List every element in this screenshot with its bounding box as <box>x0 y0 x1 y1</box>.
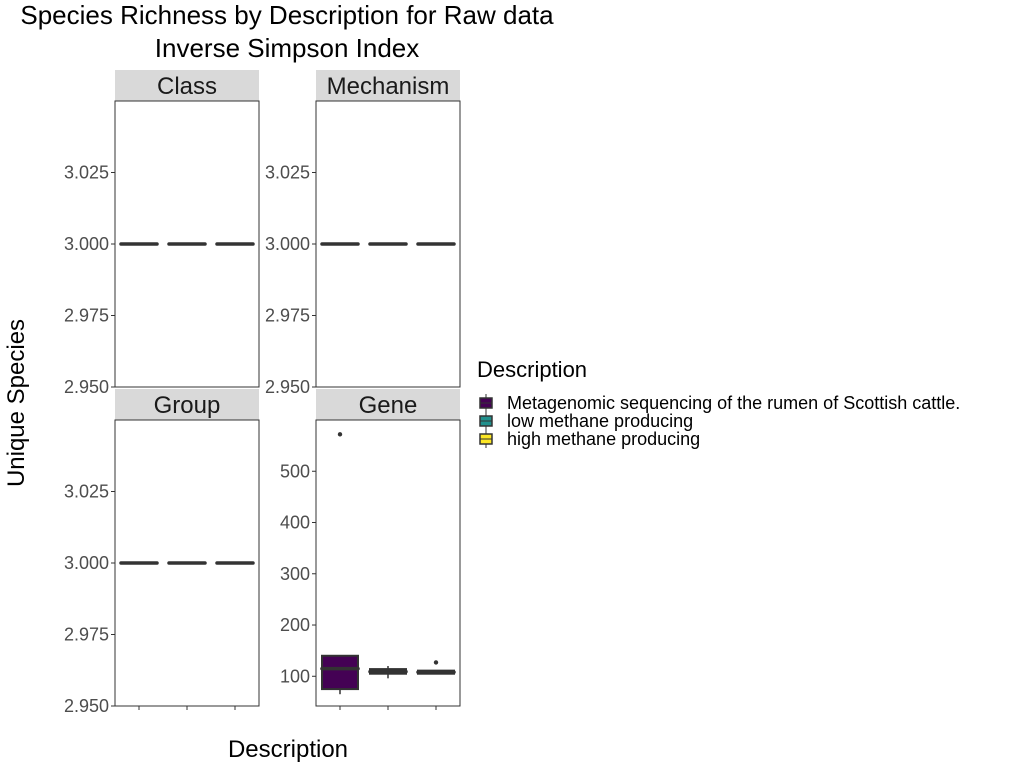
facet-strip <box>316 389 460 420</box>
y-tick-label: 2.950 <box>64 377 109 397</box>
y-tick-label: 3.000 <box>64 234 109 254</box>
legend-entry: Metagenomic sequencing of the rumen of S… <box>479 393 960 413</box>
legend-entry: high methane producing <box>479 429 700 449</box>
y-tick-label: 3.000 <box>265 234 310 254</box>
legend-entry-label: low methane producing <box>507 411 693 431</box>
y-tick-label: 3.025 <box>64 482 109 502</box>
box-1 <box>320 432 360 695</box>
legend-entry-label: Metagenomic sequencing of the rumen of S… <box>507 393 960 413</box>
box-body <box>321 654 359 691</box>
legend-entry-label: high methane producing <box>507 429 700 449</box>
x-axis-label: Description <box>228 736 348 763</box>
y-axis-label: Unique Species <box>3 319 30 487</box>
y-tick-label: 3.025 <box>64 163 109 183</box>
facet-strip-label: Class <box>157 73 217 100</box>
facet-strip-label: Group <box>154 392 221 419</box>
facet-panel-gene: Gene 500 400 300 200 100 <box>280 389 461 710</box>
outlier-point <box>433 660 439 665</box>
y-tick-label: 2.950 <box>265 377 310 397</box>
facet-strip <box>316 70 460 101</box>
y-tick-label: 400 <box>280 513 310 533</box>
y-tick-label: 200 <box>280 615 310 635</box>
y-tick-label: 300 <box>280 564 310 584</box>
y-tick-label: 2.975 <box>64 625 109 645</box>
facet-panel-mechanism: Mechanism 3.025 3.000 2.975 2.950 <box>265 70 461 397</box>
y-tick-label: 100 <box>280 666 310 686</box>
facet-strip <box>115 70 259 101</box>
box-2 <box>368 666 408 679</box>
outlier-point <box>337 432 343 437</box>
y-tick-label: 2.950 <box>64 696 109 716</box>
chart-title-line1: Species Richness by Description for Raw … <box>20 0 554 30</box>
y-tick-label: 3.025 <box>265 163 310 183</box>
legend-entry: low methane producing <box>479 411 693 431</box>
legend: Description Metagenomic sequencing of th… <box>477 357 960 449</box>
facet-strip-label: Gene <box>359 392 418 419</box>
facet-panel-class: Class 3.025 3.000 2.975 2.950 <box>64 70 260 397</box>
facet-panels: Class 3.025 3.000 2.975 2.950 Mechanism 3.025 3… <box>64 70 461 716</box>
y-tick-label: 2.975 <box>265 306 310 326</box>
y-tick-label: 500 <box>280 461 310 481</box>
chart-title-line2: Inverse Simpson Index <box>155 33 419 63</box>
y-tick-label: 2.975 <box>64 306 109 326</box>
facet-strip-label: Mechanism <box>327 73 450 100</box>
facet-strip <box>115 389 259 420</box>
legend-title: Description <box>477 357 587 382</box>
box-3 <box>416 660 456 675</box>
y-tick-label: 3.000 <box>64 553 109 573</box>
facet-panel-group: Group 3.025 3.000 2.975 2.950 <box>64 389 260 716</box>
